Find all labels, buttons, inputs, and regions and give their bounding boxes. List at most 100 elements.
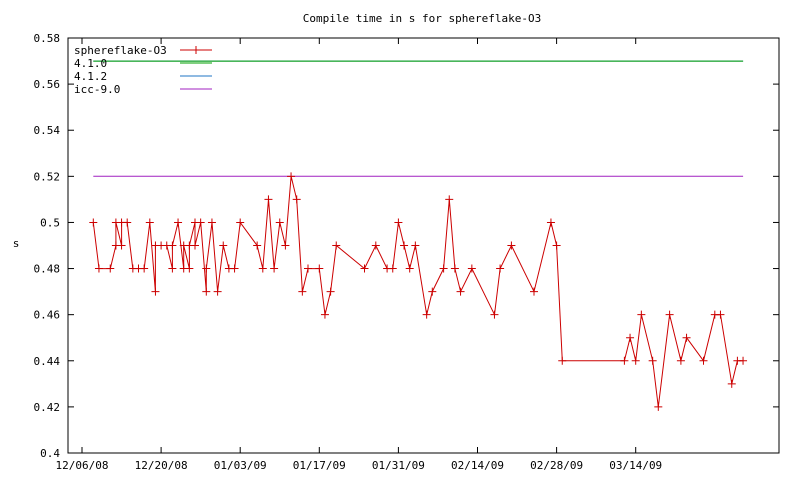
data-point [530,287,538,296]
data-point [371,241,380,250]
data-point [445,195,454,204]
axes-layer: 0.4 0.42 0.44 0.46 0.48 0.5 0.52 0.54 0.56 0.58 12… [34,32,780,472]
data-point [637,310,646,319]
data-point [213,287,222,296]
legend-label: sphereflake-O3 [74,44,167,57]
data-point [490,310,499,319]
data-point [326,287,335,296]
data-point [253,241,262,250]
data-point [360,264,369,273]
data-point [682,333,691,342]
data-point [191,241,199,250]
x-tick-label: 12/20/08 [135,459,188,472]
data-point [739,356,748,365]
data-point [140,264,149,273]
data-point [145,218,154,227]
data-point [648,356,657,365]
data-point [439,264,448,273]
data-point [558,356,567,365]
data-point [456,287,465,296]
data-point [716,310,725,319]
data-point [676,356,685,365]
data-point [467,264,476,273]
data-point [626,333,635,342]
data-point [219,241,228,250]
data-point [388,264,397,273]
data-point [699,356,708,365]
data-point [507,241,516,250]
data-point [304,264,312,273]
plot-frame [67,37,780,454]
data-point [394,218,403,227]
x-tick-label: 01/03/09 [214,459,267,472]
data-point [332,241,341,250]
y-tick-label: 0.54 [34,124,61,137]
data-point [236,218,245,227]
y-tick-label: 0.46 [34,309,61,322]
y-tick-label: 0.52 [34,170,61,183]
data-point [631,356,640,365]
x-tick-label: 03/14/09 [609,459,662,472]
data-point [174,218,183,227]
data-point [270,264,279,273]
data-point [202,264,211,273]
y-tick-label: 0.44 [34,355,61,368]
x-tick-label: 01/31/09 [372,459,425,472]
data-point [281,241,290,250]
data-point [185,264,194,273]
data-point [405,264,414,273]
data-point [123,218,132,227]
y-tick-label: 0.58 [34,32,61,45]
data-point [196,218,205,227]
data-point [546,218,555,227]
data-point [230,264,239,273]
legend-marker [192,46,200,54]
data-point [496,264,505,273]
data-point [106,264,115,273]
x-tick-label: 02/14/09 [451,459,504,472]
data-point [292,195,301,204]
legend-label: 4.1.2 [74,70,107,83]
data-point [151,287,160,296]
data-point [264,195,273,204]
y-tick-label: 0.48 [34,263,61,276]
data-point [202,287,211,296]
data-point [315,264,324,273]
chart-title: Compile time in s for sphereflake-O3 [303,12,541,25]
data-point [411,241,420,250]
data-point [422,310,431,319]
data-point [727,379,736,388]
data-point [552,241,561,250]
data-point [428,287,437,296]
y-axis-label: s [13,237,20,250]
y-tick-label: 0.4 [40,447,60,460]
data-point [275,218,284,227]
x-tick-label: 12/06/08 [56,459,109,472]
x-tick-label: 01/17/09 [293,459,346,472]
legend-label: 4.1.0 [74,57,107,70]
series-layer [89,60,748,411]
data-point [665,310,674,319]
data-point [117,241,126,250]
data-point [258,264,267,273]
series-sphereflake-o3 [89,172,748,411]
data-point [450,264,459,273]
data-point [287,172,296,181]
x-tick-label: 02/28/09 [530,459,583,472]
legend-label: icc-9.0 [74,83,120,96]
data-point [94,264,103,273]
data-point [298,287,307,296]
y-tick-label: 0.42 [34,401,61,414]
data-point [207,218,216,227]
data-point [168,241,177,250]
data-point [168,264,177,273]
data-point [654,402,663,411]
y-tick-label: 0.56 [34,78,61,91]
y-tick-label: 0.5 [40,216,60,229]
data-point [89,218,98,227]
data-point [320,310,329,319]
data-point [400,241,409,250]
